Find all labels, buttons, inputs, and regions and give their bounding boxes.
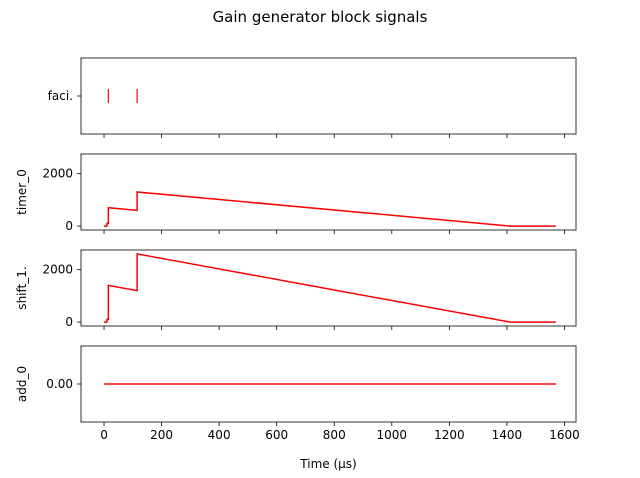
y-tick-label: 2000 [42,167,73,181]
y-axis-label: shift_1. [15,266,29,309]
x-tick-label: 400 [208,428,231,442]
panel-timer_0: 0 2000 timer_0 [15,153,577,234]
series-line-shift_1. [104,253,556,323]
x-tick-label: 1000 [377,428,408,442]
panel-frame [80,249,577,327]
x-tick-label: 0 [100,428,108,442]
x-tick-label: 800 [323,428,346,442]
y-tick-label: 0.00 [46,377,73,391]
panels: faci. 0 2000 timer_0 0 2000 shift_1. 0 200 400 600… [15,57,580,442]
x-tick-label: 1200 [434,428,465,442]
x-tick-label: 1600 [549,428,580,442]
y-axis-label: add_0 [15,366,29,402]
series-line-timer_0 [104,191,556,227]
panel-shift_1.: 0 2000 shift_1. [15,249,577,330]
y-tick-label: 0 [65,315,73,329]
y-tick-label: 2000 [42,263,73,277]
panel-faci.: faci. [48,57,577,138]
y-axis-label: timer_0 [15,169,29,215]
panel-frame [80,153,577,231]
panel-add_0: 0 200 400 600 800 1000 1200 1400 1600 0.00 add_0 [15,345,580,442]
chart-title: Gain generator block signals [213,8,428,26]
panel-frame [80,57,577,135]
x-tick-label: 1400 [492,428,523,442]
x-axis-label: Time (μs) [299,457,356,471]
x-tick-label: 200 [150,428,173,442]
category-label: faci. [48,89,73,103]
y-tick-label: 0 [65,219,73,233]
x-tick-label: 600 [265,428,288,442]
